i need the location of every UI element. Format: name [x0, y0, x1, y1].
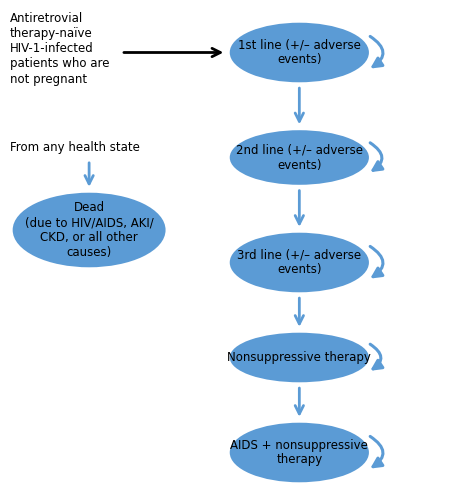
- FancyArrowPatch shape: [370, 36, 383, 66]
- Ellipse shape: [231, 234, 368, 291]
- Text: Nonsuppressive therapy: Nonsuppressive therapy: [228, 351, 371, 364]
- FancyArrowPatch shape: [370, 436, 383, 466]
- Text: 1st line (+/– adverse
events): 1st line (+/– adverse events): [238, 38, 361, 66]
- Text: From any health state: From any health state: [10, 141, 140, 154]
- Ellipse shape: [231, 131, 368, 184]
- Text: 3rd line (+/– adverse
events): 3rd line (+/– adverse events): [237, 248, 361, 276]
- Ellipse shape: [231, 424, 368, 481]
- Text: Dead
(due to HIV/AIDS, AKI/
CKD, or all other
causes): Dead (due to HIV/AIDS, AKI/ CKD, or all …: [25, 201, 154, 259]
- Ellipse shape: [231, 24, 368, 81]
- FancyArrowPatch shape: [370, 344, 383, 369]
- FancyArrowPatch shape: [370, 143, 383, 171]
- Ellipse shape: [14, 194, 165, 266]
- Text: Antiretrovial
therapy-naïve
HIV-1-infected
patients who are
not pregnant: Antiretrovial therapy-naïve HIV-1-infect…: [10, 12, 110, 86]
- Text: AIDS + nonsuppressive
therapy: AIDS + nonsuppressive therapy: [230, 438, 368, 466]
- Ellipse shape: [231, 334, 368, 381]
- FancyArrowPatch shape: [370, 246, 383, 276]
- Text: 2nd line (+/– adverse
events): 2nd line (+/– adverse events): [236, 144, 363, 172]
